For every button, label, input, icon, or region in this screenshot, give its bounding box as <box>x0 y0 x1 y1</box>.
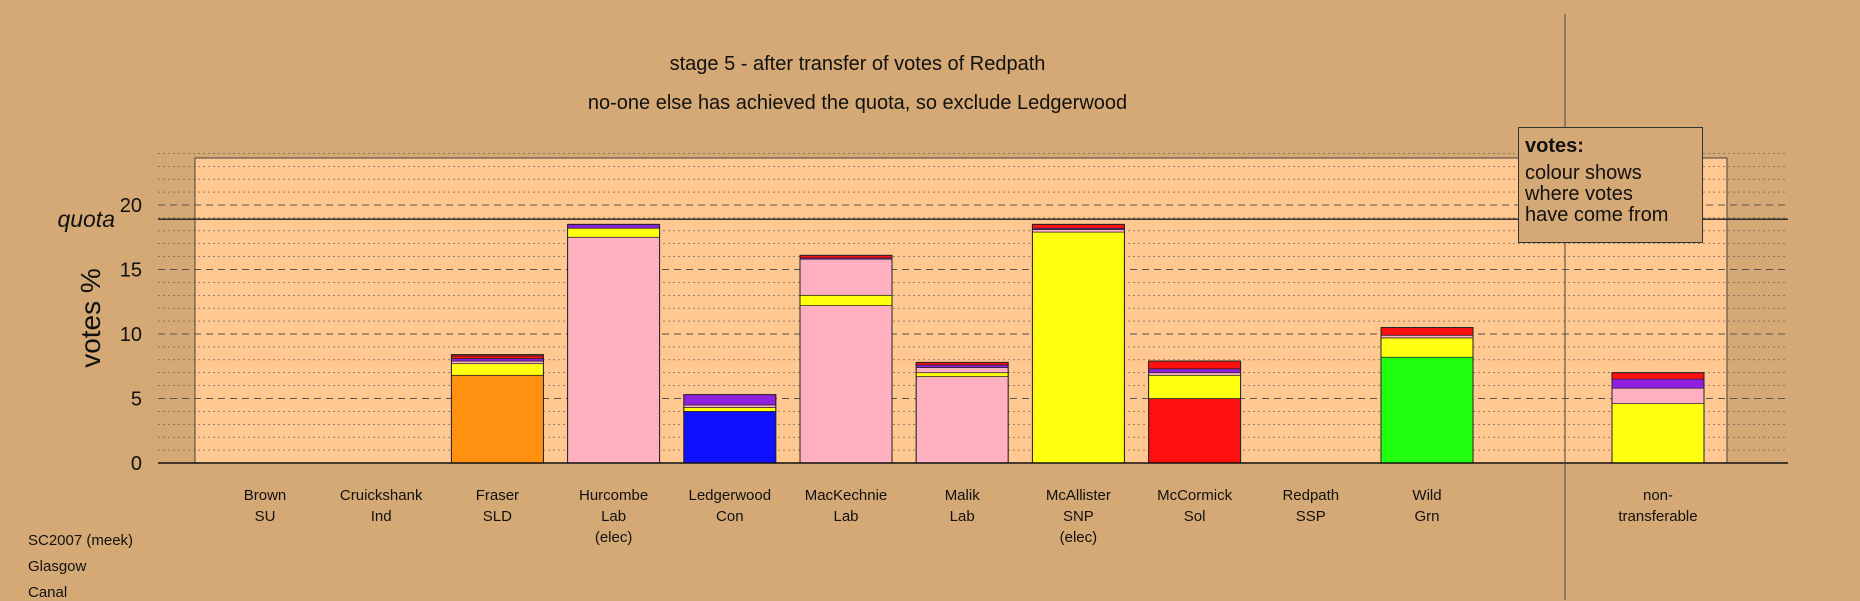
x-tick-label: (elec) <box>595 529 633 546</box>
bar-segment <box>799 305 893 464</box>
bar-segment <box>567 227 660 238</box>
bar-segment <box>1380 337 1474 358</box>
bar-segment <box>1148 368 1241 374</box>
legend-line: have come from <box>1525 204 1669 226</box>
bar-segment <box>683 394 777 406</box>
bar-segment <box>567 236 660 464</box>
x-tick-label: McCormick <box>1157 487 1232 504</box>
x-tick-label: McAllister <box>1046 487 1111 504</box>
x-tick-label: Sol <box>1184 508 1206 525</box>
y-tick-label: 10 <box>120 324 142 346</box>
bar-segment <box>1032 229 1125 233</box>
x-tick-label: Lab <box>833 508 858 525</box>
bar-segment <box>1148 398 1241 464</box>
bar-segment <box>451 374 544 464</box>
legend-box: votes: colour shows where votes have com… <box>1518 127 1703 243</box>
bar-segment <box>1380 334 1474 339</box>
bar-segment <box>1148 360 1241 370</box>
bar-segment <box>451 360 544 365</box>
bar-segment <box>799 294 893 306</box>
bar-segment <box>1032 231 1125 464</box>
chart-title: stage 5 - after transfer of votes of Red… <box>669 53 1046 75</box>
x-tick-label: Con <box>716 508 744 525</box>
x-tick-label: Hurcombe <box>579 487 648 504</box>
bar-segment <box>799 258 893 296</box>
x-tick-label: Ledgerwood <box>689 487 772 504</box>
bar-segment <box>1611 403 1705 464</box>
y-tick-label: 0 <box>131 453 142 475</box>
bar-segment <box>451 363 544 376</box>
x-tick-label: Cruickshank <box>340 487 423 504</box>
footer-ward: Canal <box>28 584 68 601</box>
bar-segment <box>915 372 1009 377</box>
bar-segment <box>451 358 544 362</box>
legend-title: votes: <box>1525 135 1584 157</box>
y-tick-label: 20 <box>120 195 142 217</box>
bar-segment <box>1380 356 1474 464</box>
bar-segment <box>451 355 544 359</box>
legend-line: colour shows <box>1525 162 1642 184</box>
x-tick-label: MacKechnie <box>805 487 888 504</box>
x-tick-label: transferable <box>1618 508 1697 525</box>
bar-segment <box>1148 372 1241 376</box>
bar-segment <box>1032 224 1125 229</box>
quota-label: quota <box>57 206 115 232</box>
x-tick-label: Redpath <box>1282 487 1339 504</box>
bar-segment <box>683 411 777 464</box>
x-tick-label: Wild <box>1412 487 1441 504</box>
bar-segment <box>683 404 777 408</box>
y-tick-label: 15 <box>120 260 142 282</box>
footer-election: SC2007 (meek) <box>28 532 134 549</box>
bar-segment <box>915 364 1009 368</box>
x-tick-label: SU <box>255 508 276 525</box>
bar-segment <box>683 407 777 412</box>
bar-segment <box>915 367 1009 374</box>
x-tick-label: Ind <box>371 508 392 525</box>
x-tick-label: Fraser <box>476 487 519 504</box>
x-tick-label: (elec) <box>1060 529 1098 546</box>
y-axis-label: votes % <box>75 268 106 368</box>
footer-council: Glasgow <box>28 558 87 575</box>
bar-segment <box>1611 387 1705 405</box>
x-tick-label: Brown <box>244 487 287 504</box>
bar-segment <box>1380 327 1474 336</box>
x-tick-label: SNP <box>1063 508 1094 525</box>
x-tick-label: Lab <box>950 508 975 525</box>
bar-segment <box>1148 374 1241 399</box>
chart-subtitle: no-one else has achieved the quota, so e… <box>587 92 1128 114</box>
x-tick-label: SLD <box>483 508 512 525</box>
x-tick-label: Lab <box>601 508 626 525</box>
x-tick-label: non- <box>1643 487 1673 504</box>
bar-segment <box>915 376 1009 464</box>
bar-segment <box>567 224 660 229</box>
x-tick-label: Grn <box>1414 508 1439 525</box>
y-tick-label: 5 <box>131 389 142 411</box>
bar-segment <box>1611 378 1705 389</box>
x-tick-label: SSP <box>1296 508 1326 525</box>
legend-line: where votes <box>1525 183 1633 205</box>
x-tick-label: Malik <box>945 487 981 504</box>
bar-segment <box>1611 372 1705 380</box>
